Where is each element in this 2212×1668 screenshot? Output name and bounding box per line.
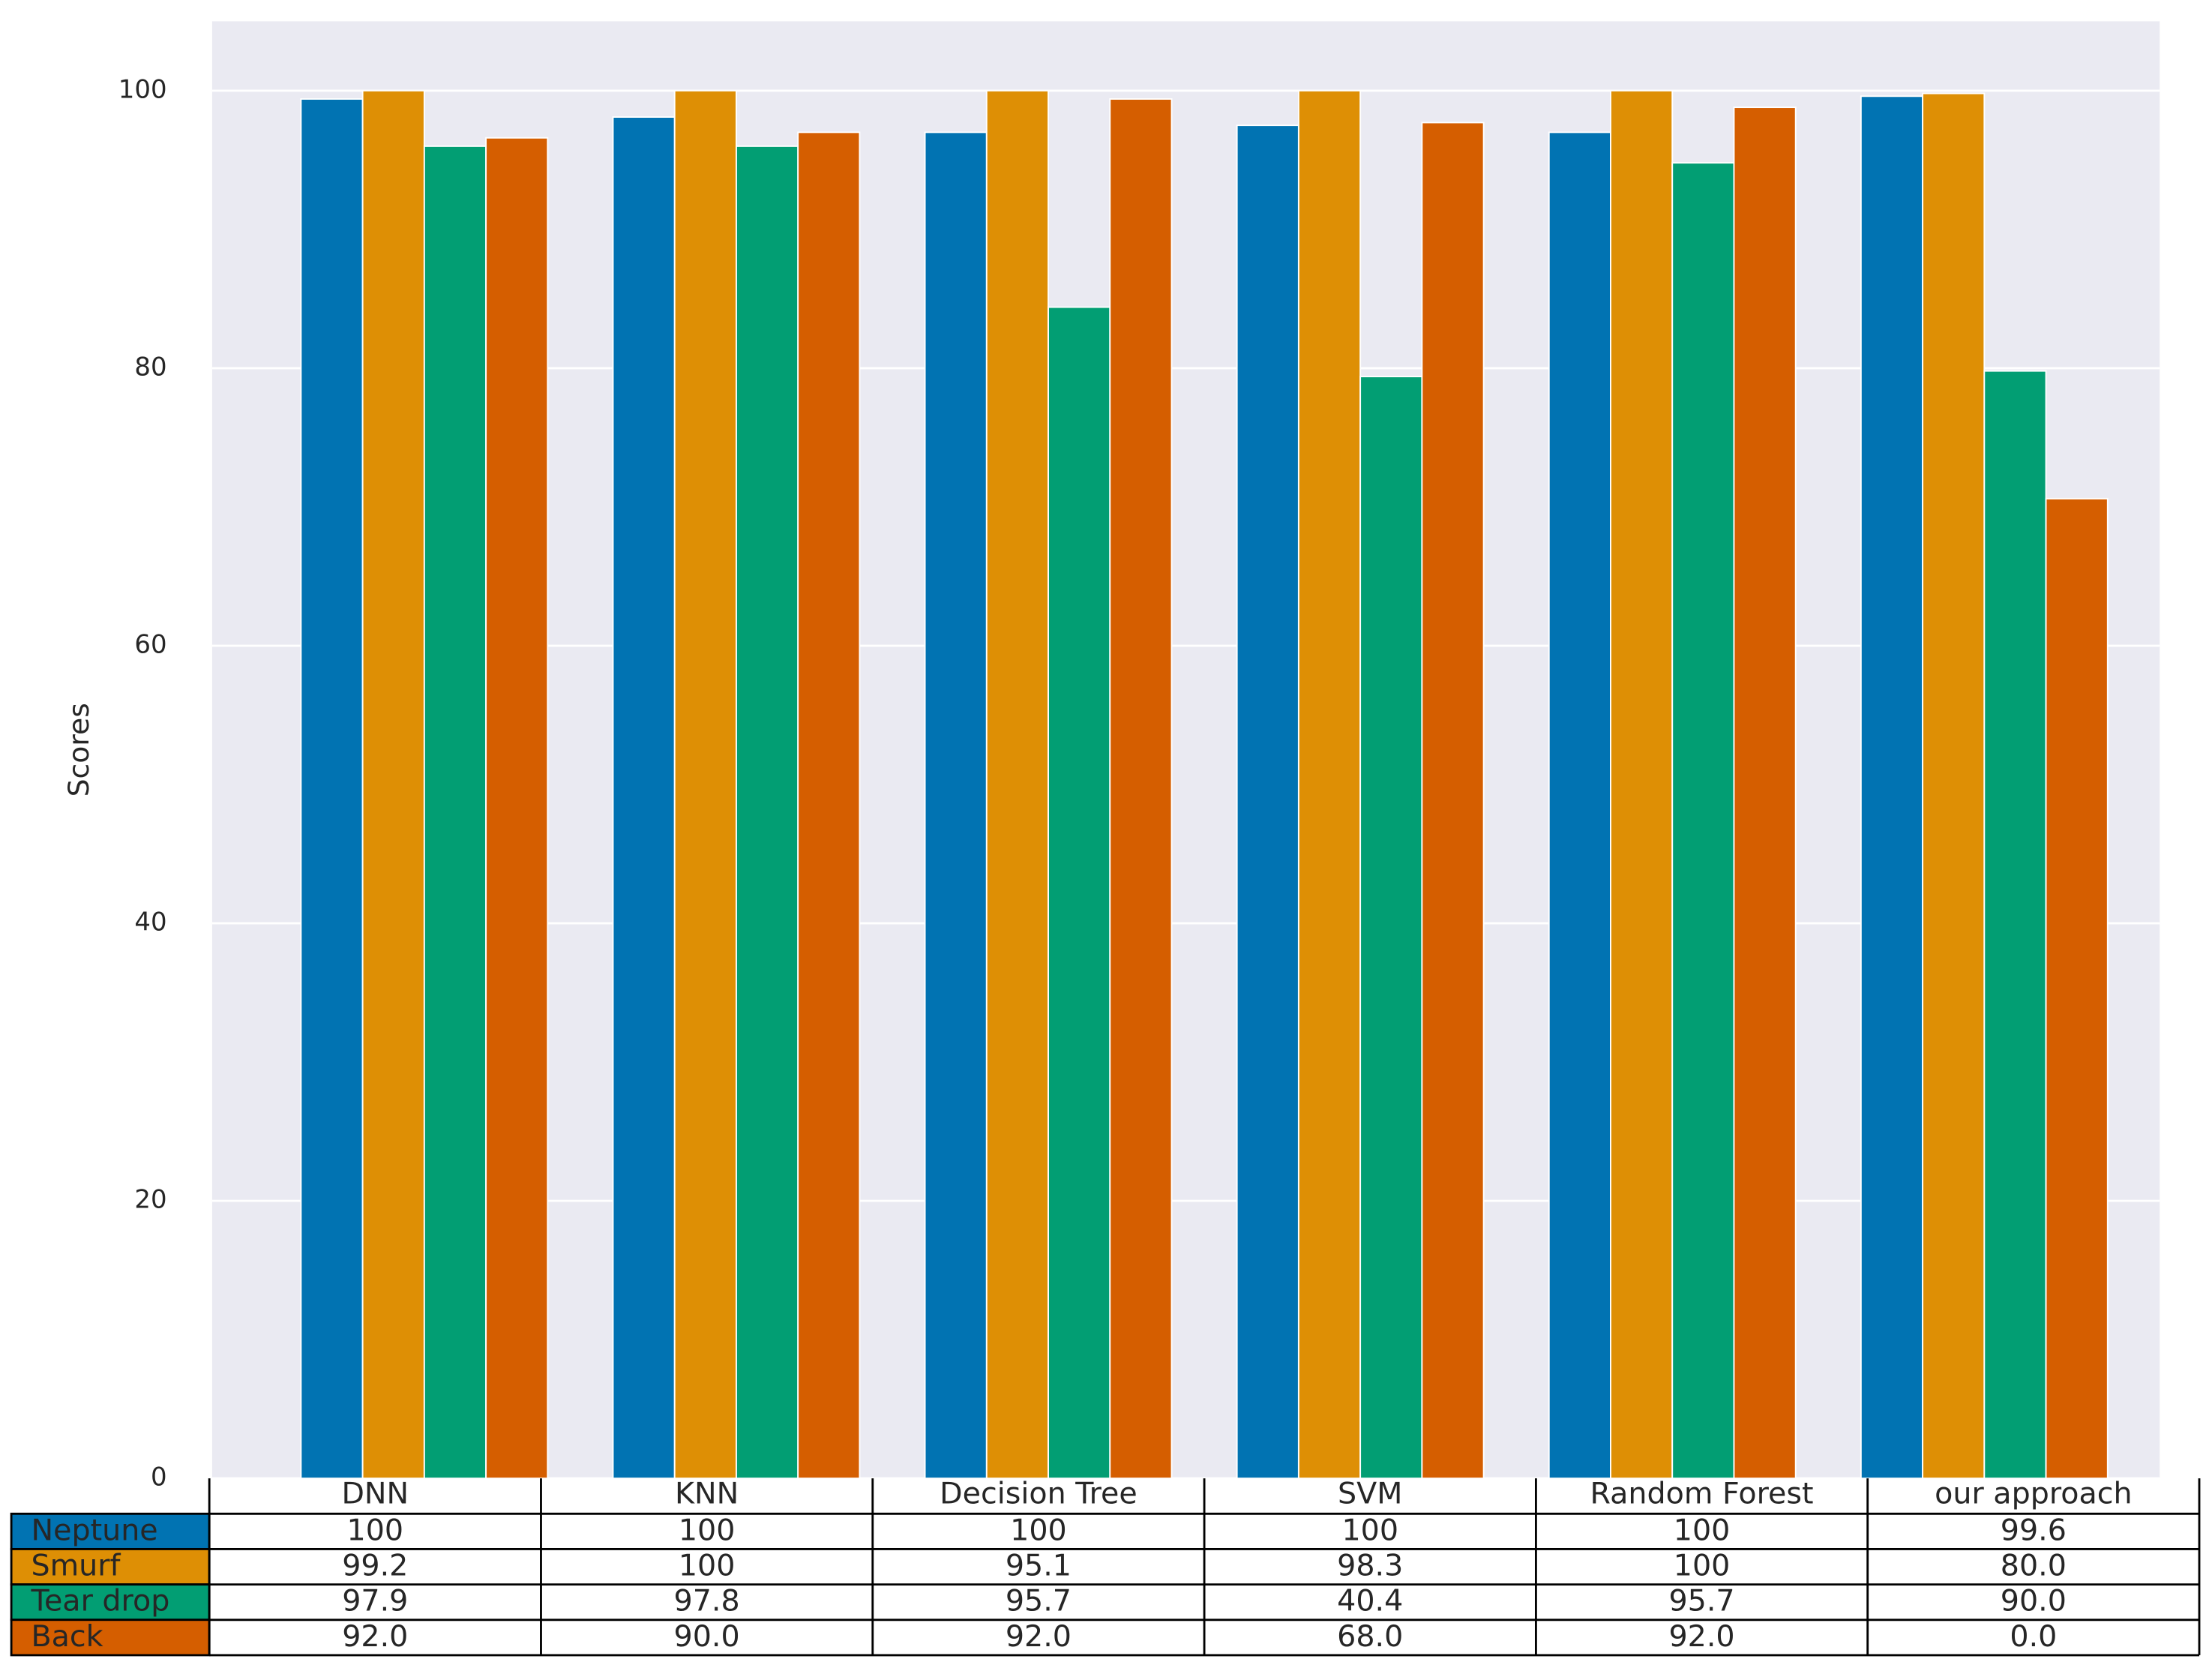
bar [1421, 122, 1485, 1480]
table-cell: 95.1 [1006, 1548, 1072, 1582]
bar [1610, 89, 1674, 1480]
y-tick-label: 20 [134, 1185, 166, 1215]
bar [1297, 89, 1362, 1480]
table-cell: 90.0 [2001, 1584, 2067, 1618]
legend-label: Tear drop [30, 1584, 169, 1618]
table-cell: 95.7 [1668, 1584, 1734, 1618]
table-cell: 92.0 [1668, 1619, 1734, 1654]
legend-swatch [10, 1618, 211, 1657]
y-tick-label: 0 [151, 1462, 167, 1492]
table-cell: 100 [347, 1513, 404, 1547]
bar [985, 89, 1049, 1480]
x-tick-label: Decision Tree [940, 1476, 1137, 1510]
y-tick-label: 60 [134, 630, 166, 660]
y-tick-label: 80 [134, 352, 166, 382]
table-cell: 90.0 [674, 1619, 740, 1654]
table-cell: 100 [1010, 1513, 1067, 1547]
x-tick-label: KNN [675, 1476, 739, 1510]
table-cell: 100 [1674, 1548, 1731, 1582]
bar [423, 145, 487, 1480]
table-cell: 97.9 [342, 1584, 408, 1618]
table-cell: 92.0 [342, 1619, 408, 1654]
table-cell: 100 [679, 1513, 736, 1547]
bar [361, 89, 425, 1480]
bar [1109, 98, 1173, 1480]
x-tick-label: SVM [1338, 1476, 1402, 1510]
x-tick-label: our approach [1935, 1476, 2132, 1510]
table-cell: 80.0 [2001, 1548, 2067, 1582]
x-tick-label: Random Forest [1590, 1476, 1814, 1510]
table-cell: 100 [1674, 1513, 1731, 1547]
bar [300, 98, 364, 1480]
bar [1236, 124, 1299, 1480]
bar [1548, 131, 1611, 1480]
table-cell: 99.6 [2001, 1513, 2067, 1547]
table-cell: 99.2 [342, 1548, 408, 1582]
bar [1671, 162, 1735, 1480]
table-cell: 92.0 [1006, 1619, 1072, 1654]
table-cell: 100 [1341, 1513, 1398, 1547]
bar [924, 131, 988, 1480]
bar [1860, 95, 1924, 1480]
bar [673, 89, 737, 1480]
bar [1733, 106, 1797, 1480]
table-cell: 97.8 [674, 1584, 740, 1618]
legend-label: Smurf [31, 1548, 121, 1582]
bar [1359, 376, 1423, 1480]
bar [2045, 497, 2109, 1480]
y-tick-label: 40 [134, 908, 166, 938]
bar [1922, 92, 1986, 1480]
bar [1983, 370, 2047, 1480]
y-axis-label: Scores [62, 703, 95, 796]
table-cell: 95.7 [1006, 1584, 1072, 1618]
legend-label: Back [31, 1619, 103, 1654]
table-cell: 0.0 [2010, 1619, 2057, 1654]
y-tick-label: 100 [118, 74, 167, 104]
table-cell: 98.3 [1337, 1548, 1403, 1582]
bar [1048, 306, 1111, 1480]
bar [485, 136, 549, 1480]
x-tick-label: DNN [341, 1476, 409, 1510]
table-cell: 40.4 [1337, 1584, 1403, 1618]
bar [736, 145, 799, 1480]
legend-label: Neptune [31, 1513, 157, 1547]
bar [612, 116, 676, 1480]
bar [797, 131, 861, 1480]
table-cell: 100 [679, 1548, 736, 1582]
table-cell: 68.0 [1337, 1619, 1403, 1654]
